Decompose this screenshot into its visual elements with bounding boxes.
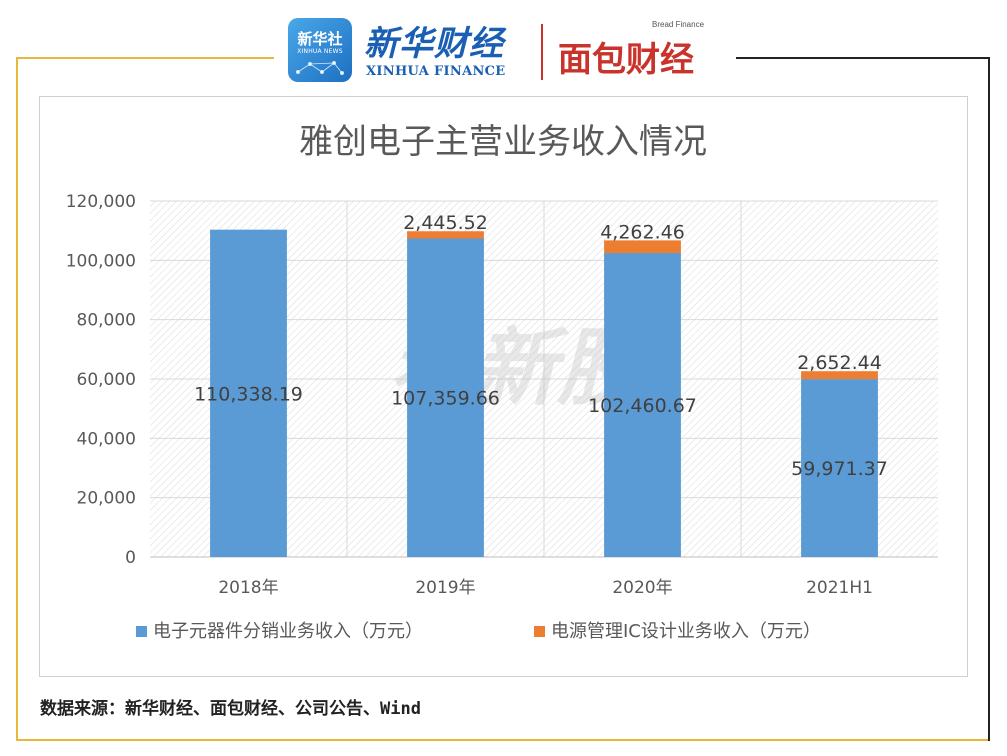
legend-swatch — [534, 626, 545, 637]
bar-ic-design — [604, 240, 681, 254]
xinhua-news-badge: 新华社 XINHUA NEWS — [288, 18, 352, 82]
stacked-bar-chart: 雅创电子主营业务收入情况 0 20,000 40,000 60,000 80,000 10… — [66, 122, 938, 642]
frame-top-left-border — [16, 57, 274, 59]
y-tick-label: 20,000 — [77, 489, 136, 509]
frame-top-right-border — [736, 57, 990, 59]
y-tick-label: 40,000 — [77, 429, 136, 449]
bar-ic-design — [407, 231, 484, 239]
data-label-ic-design: 2,445.52 — [403, 212, 488, 234]
data-source-note: 数据来源：新华财经、面包财经、公司公告、Wind — [40, 699, 421, 719]
y-tick-label: 0 — [125, 548, 136, 568]
xinhua-badge-cn: 新华社 — [297, 30, 343, 48]
y-tick-label: 60,000 — [77, 370, 136, 390]
xinhua-finance-name: 新华财经 — [364, 24, 504, 64]
frame-bottom-border — [16, 739, 988, 741]
data-label-distribution: 107,359.66 — [391, 388, 500, 410]
frame-left-border — [16, 57, 18, 740]
data-label-ic-design: 4,262.46 — [600, 221, 685, 243]
legend-label: 电源管理IC设计业务收入（万元） — [551, 621, 821, 642]
x-tick-label: 2018年 — [218, 578, 278, 598]
data-label-distribution: 102,460.67 — [588, 395, 697, 417]
bar-distribution — [801, 379, 878, 557]
x-tick-label: 2019年 — [415, 578, 475, 598]
y-tick-label: 120,000 — [66, 192, 136, 212]
legend-label: 电子元器件分销业务收入（万元） — [153, 621, 423, 642]
network-icon — [296, 61, 345, 75]
bars: 110,338.19 2,445.52 107,359.66 4,262.46 102,… — [194, 212, 888, 558]
legend: 电子元器件分销业务收入（万元） 电源管理IC设计业务收入（万元） — [136, 621, 821, 642]
header-logos: 新华社 XINHUA NEWS 新华财经 XINHUA FINANCE Brea… — [288, 14, 728, 90]
bar-ic-design — [801, 371, 878, 380]
logo-separator — [541, 24, 543, 80]
bread-finance-name: 面包财经 — [558, 40, 694, 80]
x-tick-label: 2020年 — [612, 578, 672, 598]
x-axis-ticks: 2018年 2019年 2020年 2021H1 — [218, 578, 873, 598]
bar-distribution — [210, 229, 287, 557]
y-tick-label: 100,000 — [66, 251, 136, 271]
xinhua-finance-name-en: XINHUA FINANCE — [366, 64, 506, 79]
y-tick-label: 80,000 — [77, 311, 136, 331]
xinhua-badge-en: XINHUA NEWS — [297, 48, 343, 55]
data-label-ic-design: 2,652.44 — [797, 352, 882, 374]
data-label-distribution: 110,338.19 — [194, 383, 303, 405]
chart-container: 雅创电子主营业务收入情况 0 20,000 40,000 60,000 80,000 10… — [39, 96, 968, 677]
frame-right-border — [988, 57, 990, 741]
x-tick-label: 2021H1 — [806, 578, 873, 598]
bar-distribution — [604, 253, 681, 558]
bread-finance-en: Bread Finance — [652, 20, 705, 29]
bar-distribution — [407, 238, 484, 557]
y-axis-ticks: 0 20,000 40,000 60,000 80,000 100,000 120,000 — [66, 192, 136, 568]
data-label-distribution: 59,971.37 — [791, 458, 888, 480]
legend-swatch — [136, 626, 147, 637]
chart-title: 雅创电子主营业务收入情况 — [299, 122, 707, 162]
